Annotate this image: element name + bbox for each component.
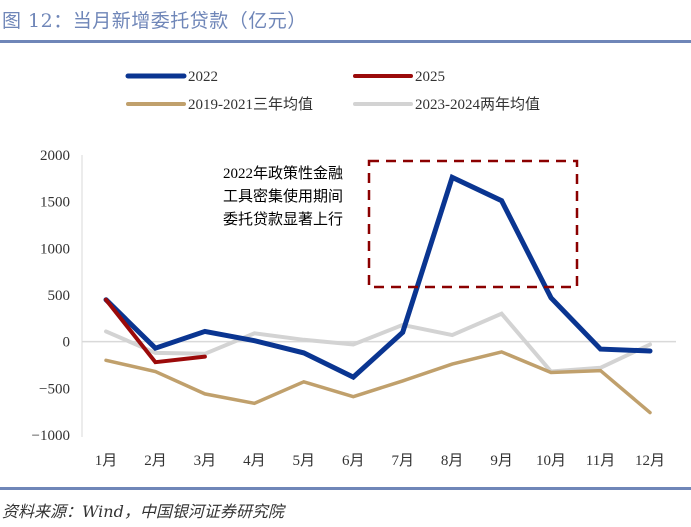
y-tick-label: 2000 <box>40 148 70 164</box>
x-tick-label: 7月 <box>391 453 414 469</box>
series-line-3 <box>104 311 652 374</box>
x-tick-label: 9月 <box>490 453 513 469</box>
y-tick-label: −1000 <box>32 428 70 444</box>
y-tick-label: 1500 <box>40 195 70 211</box>
x-tick-label: 11月 <box>586 453 615 469</box>
legend-label: 2025 <box>415 69 445 85</box>
annotation-text: 委托贷款显著上行 <box>223 211 343 228</box>
series-line-2 <box>104 350 652 415</box>
x-tick-label: 4月 <box>243 453 266 469</box>
y-tick-label: 500 <box>48 288 71 304</box>
annotation-text: 工具密集使用期间 <box>223 188 343 205</box>
annotation-text: 2022年政策性金融 <box>223 165 343 182</box>
x-tick-label: 2月 <box>144 453 167 469</box>
x-tick-label: 12月 <box>635 453 665 469</box>
x-tick-label: 1月 <box>95 453 118 469</box>
series-group <box>103 173 653 415</box>
legend-label: 2023-2024两年均值 <box>415 96 540 113</box>
chart-title: 图 12：当月新增委托贷款（亿元） <box>2 10 307 32</box>
axes: −1000 −500 0 500 1000 1500 2000 1月 2月 3月 4月 5月 6月 7月 8… <box>32 148 676 469</box>
y-tick-label: 1000 <box>40 241 70 257</box>
highlight-box <box>367 159 579 289</box>
bottom-divider <box>0 487 691 490</box>
series-line-1 <box>104 297 207 365</box>
x-tick-label: 3月 <box>194 453 217 469</box>
legend-label: 2022 <box>188 69 218 85</box>
series-line-0 <box>103 173 653 381</box>
x-tick-label: 8月 <box>441 453 464 469</box>
legend-label: 2019-2021三年均值 <box>188 96 313 113</box>
source-note: 资料来源：Wind，中国银河证券研究院 <box>2 502 284 521</box>
y-tick-label: 0 <box>63 335 71 351</box>
x-tick-label: 5月 <box>293 453 316 469</box>
top-divider <box>0 40 691 43</box>
x-tick-label: 10月 <box>536 453 566 469</box>
y-tick-label: −500 <box>39 381 70 397</box>
legend: 2022 2025 2019-2021三年均值 2023-2024两年均值 <box>125 69 540 113</box>
x-tick-label: 6月 <box>342 453 365 469</box>
